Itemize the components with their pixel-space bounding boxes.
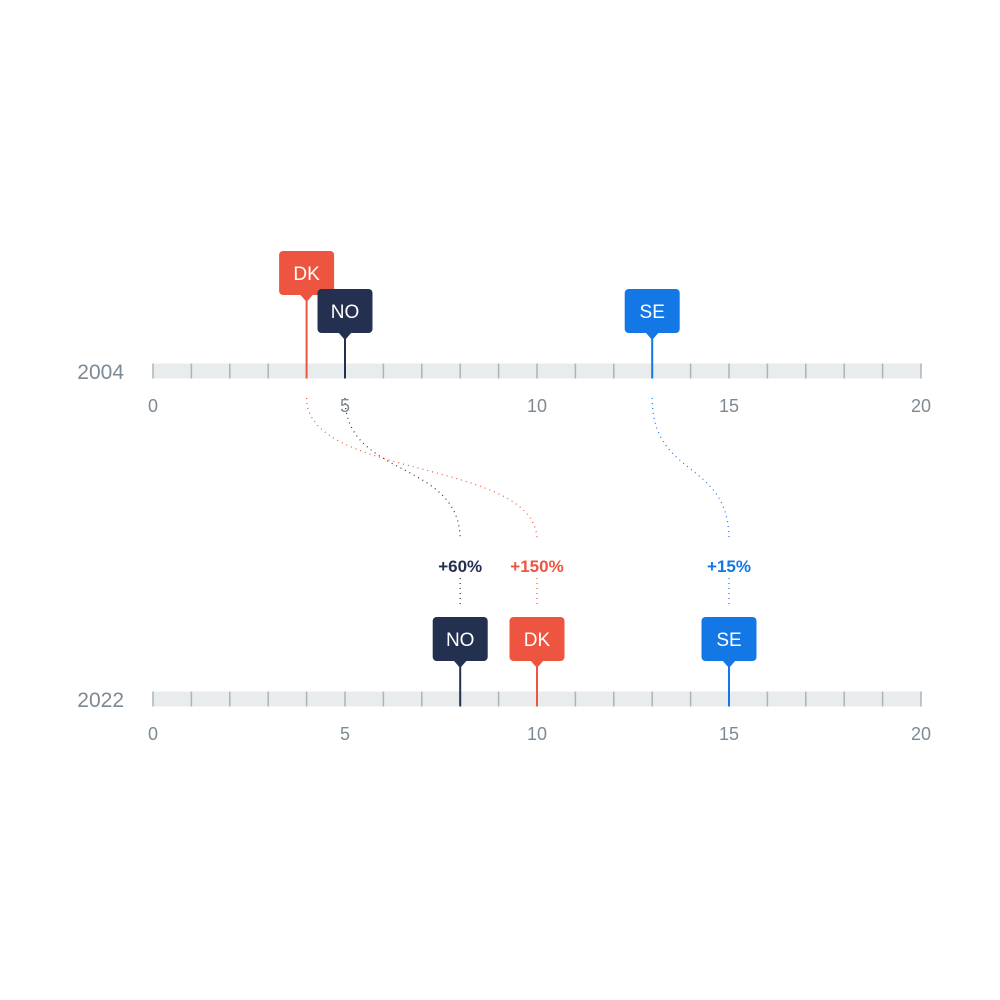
year-label-2022: 2022 (77, 689, 124, 712)
tick-label-2004-20: 20 (911, 396, 931, 416)
flag-pointer-2004-no (338, 332, 352, 340)
flag-label-2022-se: SE (716, 630, 741, 651)
change-label-no: +60% (438, 557, 482, 576)
flag-pointer-2004-dk (299, 294, 314, 302)
tick-label-2004-10: 10 (527, 396, 547, 416)
flag-label-2004-dk: DK (293, 264, 320, 285)
tick-label-2004-5: 5 (340, 396, 350, 416)
flag-2004-dk (279, 251, 335, 295)
flag-pointer-2022-se (722, 660, 736, 668)
flag-2022-dk (509, 617, 565, 661)
tick-label-2022-10: 10 (527, 724, 547, 744)
flag-2004-se (624, 289, 680, 333)
flag-pointer-2022-dk (530, 660, 544, 668)
flag-2004-no (317, 289, 373, 333)
tick-label-2022-0: 0 (148, 724, 158, 744)
flag-label-2004-se: SE (640, 302, 665, 323)
flag-label-2004-no: NO (331, 302, 360, 323)
tick-label-2004-15: 15 (719, 396, 739, 416)
flag-pointer-2004-se (645, 332, 660, 340)
flag-2022-se (701, 617, 757, 661)
tick-label-2022-20: 20 (911, 724, 931, 744)
connector-dk (306, 397, 538, 541)
tick-label-2004-0: 0 (148, 396, 158, 416)
year-label-2004: 2004 (77, 361, 124, 384)
flag-label-2022-dk: DK (524, 630, 551, 651)
connector-se (651, 397, 730, 541)
flag-2022-no (432, 617, 488, 661)
flag-label-2022-no: NO (446, 630, 475, 651)
change-label-dk: +150% (510, 557, 563, 576)
connector-no (344, 397, 461, 541)
tick-label-2022-5: 5 (340, 724, 350, 744)
flag-pointer-2022-no (453, 660, 468, 668)
change-label-se: +15% (707, 557, 751, 576)
tick-label-2022-15: 15 (719, 724, 739, 744)
